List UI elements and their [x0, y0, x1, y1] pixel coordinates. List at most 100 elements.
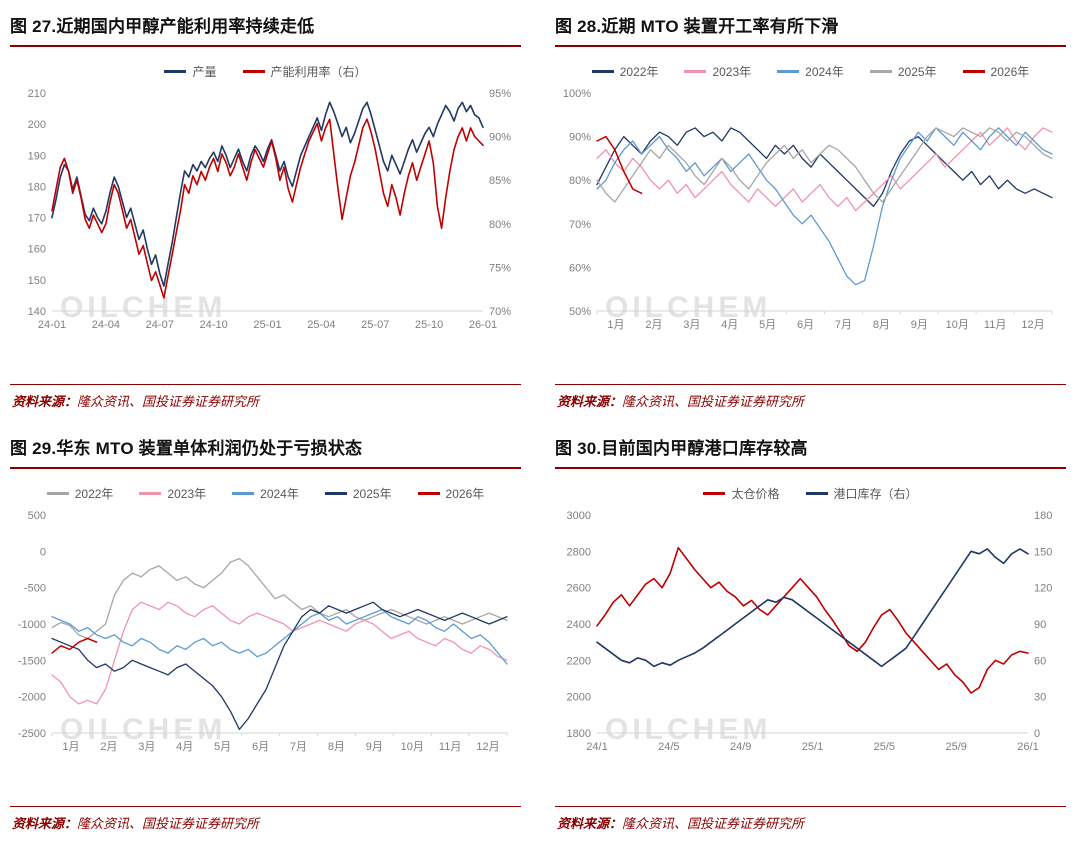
axis-tick-label: 180 — [28, 181, 46, 193]
legend-label: 港口库存（右） — [833, 486, 918, 501]
axis-tick-label: 24-01 — [38, 319, 66, 331]
figure-title: 图 29.华东 MTO 装置单体利润仍处于亏损状态 — [10, 439, 363, 458]
axis-tick-label: 7月 — [290, 741, 307, 753]
axis-tick-label: 50% — [569, 306, 591, 318]
source-body: 隆众资讯、国投证券证券研究所 — [622, 816, 805, 831]
legend-swatch — [703, 491, 726, 495]
legend-item-2: 2024年 — [777, 63, 844, 80]
chart-canvas: 1800 2000 2200 2400 2600 2800 3000 0 30 60 90 120 15… — [567, 510, 1053, 753]
axis-tick-label: 6月 — [797, 319, 814, 331]
axis-tick-label: 2月 — [100, 741, 117, 753]
axis-tick-label: 3000 — [567, 510, 591, 522]
axis-tick-label: -1000 — [18, 619, 46, 631]
figure-panel-29: 图 29.华东 MTO 装置单体利润仍处于亏损状态 2022年 2023年 2024… — [10, 426, 521, 832]
axis-tick-label: 85% — [489, 175, 511, 187]
series-line-3 — [51, 601, 508, 731]
legend-swatch — [139, 491, 162, 495]
panel-spacer — [10, 333, 521, 384]
source-rule — [555, 384, 1066, 385]
axis-tick-label: 140 — [28, 306, 46, 318]
series-line-1 — [51, 601, 508, 705]
legend-label: 2026年 — [990, 64, 1030, 79]
legend-swatch — [777, 69, 800, 73]
legend-swatch — [684, 69, 707, 73]
axis-tick-label: 100% — [563, 88, 591, 100]
series-line-0 — [596, 127, 1053, 208]
axis-tick-label: 26-01 — [469, 319, 497, 331]
axis-tick-label: 2月 — [645, 319, 662, 331]
series-line-0 — [51, 101, 484, 287]
axis-tick-label: 25/9 — [945, 741, 966, 753]
legend-label: 2025年 — [352, 486, 392, 501]
figure-title: 图 28.近期 MTO 装置开工率有所下滑 — [555, 17, 839, 36]
series-line-0 — [51, 557, 508, 640]
series-line-3 — [596, 127, 1053, 203]
chart-legend: 2022年 2023年 2024年 2025年 2026年 — [555, 59, 1066, 83]
legend-item-3: 2025年 — [869, 63, 937, 80]
axis-tick-label: 190 — [28, 150, 46, 162]
axis-tick-label: 24/9 — [730, 741, 751, 753]
legend-label: 产能利用率（右） — [270, 64, 367, 79]
axis-tick-label: 8月 — [328, 741, 345, 753]
axis-tick-label: 90% — [489, 132, 511, 144]
axis-tick-label: 5月 — [214, 741, 231, 753]
legend-item-1: 2023年 — [684, 63, 751, 80]
legend-swatch — [805, 491, 828, 495]
axis-tick-label: 30 — [1034, 692, 1046, 704]
axis-tick-label: 25-01 — [253, 319, 281, 331]
series-line-4 — [596, 135, 643, 195]
axis-tick-label: 80% — [569, 175, 591, 187]
axis-tick-label: 25/1 — [802, 741, 823, 753]
axis-tick-label: 0 — [40, 546, 46, 558]
legend-swatch — [417, 491, 440, 495]
axis-tick-label: 24/5 — [658, 741, 679, 753]
axis-tick-label: 70% — [489, 306, 511, 318]
legend-swatch — [242, 69, 265, 73]
legend-item-2: 2024年 — [232, 485, 299, 502]
figure-panel-28: 图 28.近期 MTO 装置开工率有所下滑 2022年 2023年 2024年 202… — [555, 4, 1066, 410]
source-note: 资料来源：隆众资讯、国投证券证券研究所 — [10, 385, 521, 410]
axis-tick-label: 25-07 — [361, 319, 389, 331]
axis-tick-label: -2000 — [18, 692, 46, 704]
axis-tick-label: 6月 — [252, 741, 269, 753]
title-rule — [10, 45, 521, 47]
axis-tick-label: 10月 — [946, 319, 969, 331]
title-rule — [10, 467, 521, 469]
axis-tick-label: 2800 — [567, 546, 591, 558]
source-note: 资料来源：隆众资讯、国投证券证券研究所 — [555, 807, 1066, 832]
axis-tick-label: 90 — [1034, 619, 1046, 631]
axis-tick-label: 9月 — [366, 741, 383, 753]
oilchem-watermark: OILCHEM — [60, 713, 227, 746]
series-line-1 — [51, 118, 484, 299]
oilchem-watermark: OILCHEM — [60, 291, 227, 324]
axis-tick-label: -2500 — [18, 728, 46, 740]
legend-item-0: 产量 — [164, 63, 217, 80]
figure-title: 图 27.近期国内甲醇产能利用率持续走低 — [10, 17, 315, 36]
axis-tick-label: 150 — [1034, 546, 1052, 558]
legend-swatch — [962, 69, 985, 73]
figure-panel-27: 图 27.近期国内甲醇产能利用率持续走低 产量 产能利用率（右） OILCHEM … — [10, 4, 521, 410]
legend-swatch — [324, 491, 347, 495]
axis-tick-label: 1月 — [62, 741, 79, 753]
axis-tick-label: 60 — [1034, 655, 1046, 667]
axis-tick-label: 4月 — [176, 741, 193, 753]
legend-item-1: 2023年 — [139, 485, 206, 502]
axis-tick-label: 0 — [1034, 728, 1040, 740]
legend-swatch — [46, 491, 69, 495]
source-note: 资料来源：隆众资讯、国投证券证券研究所 — [10, 807, 521, 832]
legend-item-0: 太仓价格 — [703, 485, 780, 502]
series-line-4 — [51, 637, 98, 654]
source-rule — [10, 806, 521, 807]
axis-tick-label: 2000 — [567, 692, 591, 704]
axis-tick-label: 5月 — [759, 319, 776, 331]
figure-title: 图 30.目前国内甲醇港口库存较高 — [555, 439, 808, 458]
axis-tick-label: 1月 — [607, 319, 624, 331]
axis-tick-label: 2600 — [567, 583, 591, 595]
axis-tick-label: 11月 — [984, 319, 1006, 331]
axis-tick-label: 200 — [28, 119, 46, 131]
chart-plot: OILCHEM 140 150 160 170 180 190 200 210 70% 75% 80… — [10, 85, 521, 333]
axis-tick-label: 7月 — [835, 319, 852, 331]
axis-tick-label: 90% — [569, 132, 591, 144]
series-line-2 — [51, 608, 508, 665]
